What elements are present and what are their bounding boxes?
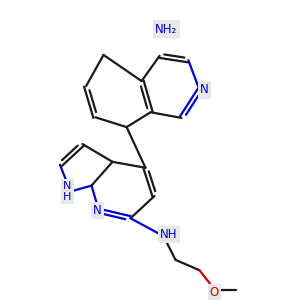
Text: N: N bbox=[200, 83, 208, 97]
Text: N
H: N H bbox=[63, 181, 72, 202]
Text: NH: NH bbox=[160, 228, 178, 241]
Text: N: N bbox=[93, 204, 102, 217]
Text: O: O bbox=[210, 286, 219, 299]
Text: NH₂: NH₂ bbox=[155, 22, 178, 36]
